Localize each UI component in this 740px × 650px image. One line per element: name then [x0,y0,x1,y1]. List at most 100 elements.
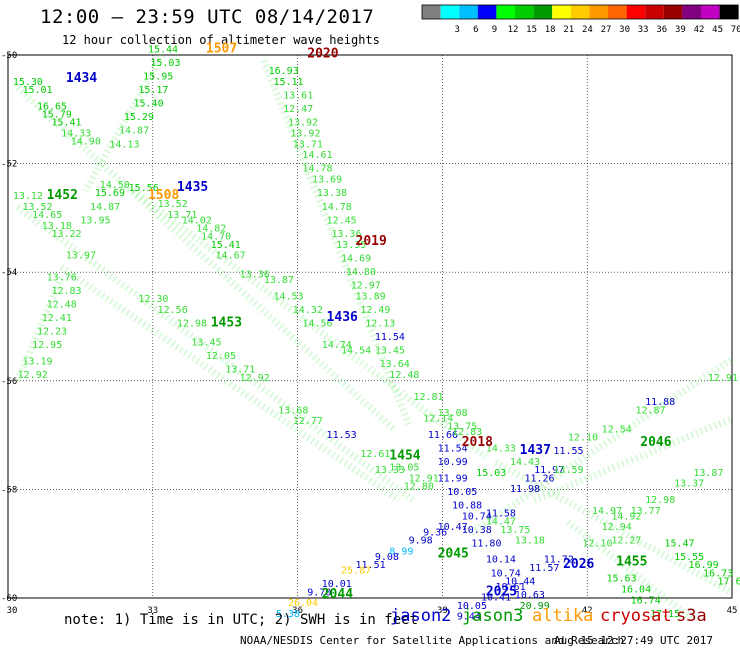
wave-height-reading: 12.10 [582,538,612,549]
legend-tick-label: 18 [545,25,556,35]
wave-height-reading: 13.89 [356,291,386,302]
legend-swatch [533,5,553,19]
wave-height-reading: 14.92 [611,511,641,522]
legend-swatch [589,5,608,19]
legend-swatch [477,5,497,19]
wave-height-reading: 10.41 [481,593,511,604]
x-tick-label: 45 [727,606,738,616]
legend-swatch [496,5,515,19]
wave-height-reading: 9.36 [423,528,447,539]
wave-height-reading: 13.87 [264,275,294,286]
legend-swatch [459,5,478,19]
wave-height-reading: 10.74 [491,568,521,579]
map-frame [7,54,733,599]
wave-height-reading: 11.98 [510,484,540,495]
wave-height-reading: 16.99 [689,560,719,571]
satellite-track [15,204,416,504]
wave-height-reading: 12.92 [240,373,270,384]
wave-height-reading: 9.44 [457,612,481,623]
legend-tick-label: 33 [638,25,649,35]
wave-height-reading: 13.75 [500,525,530,536]
wave-height-reading: 10.44 [505,576,535,587]
y-tick-label: -54 [1,268,17,278]
wave-height-reading: 15.79 [42,109,72,120]
wave-height-reading: 15.41 [211,240,241,251]
satellite-altika-label: altika [532,606,594,626]
wave-height-reading: 14.53 [273,291,303,302]
wave-height-reading: 10.05 [447,487,477,498]
pass-label: 2020 [307,47,338,62]
wave-height-reading: 11.51 [356,560,386,571]
wave-height-reading: 12.30 [138,294,168,305]
wave-height-reading: 10.14 [486,555,516,566]
wave-height-reading: 10.88 [452,500,482,511]
wave-height-reading: 13.87 [693,468,723,479]
wave-height-reading: 12.91 [409,473,439,484]
wave-height-reading: 14.43 [510,457,540,468]
wave-height-reading: 25.87 [341,566,371,577]
pass-label: 1434 [66,71,97,86]
wave-height-reading: 16.73 [703,568,733,579]
wave-height-reading: 14.02 [182,215,212,226]
satellite-track [565,519,696,623]
wave-height-reading: 15.63 [607,574,637,585]
wave-height-reading: 9.70 [307,587,331,598]
pass-label: 1508 [148,188,179,203]
y-tick-label: -50 [1,51,17,61]
wave-height-reading: 11.54 [375,332,405,343]
wave-height-reading: 11.55 [553,446,583,457]
wave-height-reading: 13.95 [80,215,110,226]
wave-height-reading: 11.26 [524,473,554,484]
wave-height-reading: 15.47 [664,538,694,549]
wave-height-reading: 11.54 [438,443,468,454]
pass-label: 2025 [486,584,517,599]
legend-tick-label: 70 [731,25,740,35]
wave-height-reading: 15.30 [13,77,43,88]
satellite-track [131,187,488,460]
wave-height-reading: 14.82 [196,223,226,234]
wave-height-reading: 14.97 [592,506,622,517]
wave-height-reading: 14.87 [90,202,120,213]
wave-height-reading: 13.71 [293,139,323,150]
satellite-track [82,53,166,193]
wave-height-reading: 13.05 [389,462,419,473]
wave-height-reading: 13.35 [336,240,366,251]
wave-height-reading: 12.05 [206,351,236,362]
map-title: 12:00 – 23:59 UTC 08/14/2017 [40,6,375,28]
wave-height-reading: 5.38 [276,609,300,620]
legend-swatch [608,5,627,19]
legend-tick-label: 42 [694,25,705,35]
wave-height-reading: 15.41 [51,118,81,129]
wave-height-reading: 13.36 [331,229,361,240]
y-tick-label: -52 [1,160,17,170]
wave-height-reading: 14.87 [119,126,149,137]
legend-tick-label: 27 [601,25,612,35]
wave-height-reading: 12.23 [37,327,67,338]
wave-height-reading: 12.10 [568,433,598,444]
legend-tick-label: 6 [473,25,478,35]
wave-height-reading: 14.69 [341,253,371,264]
wave-height-reading: 10.63 [515,590,545,601]
satellite-track [469,356,734,536]
pass-label: 1455 [616,554,647,569]
wave-height-reading: 12.13 [365,319,395,330]
wave-height-reading: 16.65 [37,101,67,112]
wave-height-reading: 11.72 [544,555,574,566]
wave-height-reading: 14.74 [322,340,352,351]
legend-tick-label: 3 [454,25,459,35]
pass-label: 2018 [462,435,493,450]
map-subtitle: 12 hour collection of altimeter wave hei… [62,33,380,47]
wave-height-reading: 11.58 [486,509,516,520]
wave-height-reading: 10.99 [438,457,468,468]
legend-swatch [645,5,664,19]
legend-tick-label: 9 [492,25,497,35]
legend-swatch [701,5,720,19]
wave-height-reading: 12.27 [611,536,641,547]
pass-label: 1437 [520,443,551,458]
wave-height-reading: 13.92 [288,118,318,129]
wave-height-reading: 13.45 [375,346,405,357]
wave-height-reading: 15.11 [273,77,303,88]
wave-height-reading: 15.03 [150,58,180,69]
wave-height-reading: 12.45 [327,215,357,226]
